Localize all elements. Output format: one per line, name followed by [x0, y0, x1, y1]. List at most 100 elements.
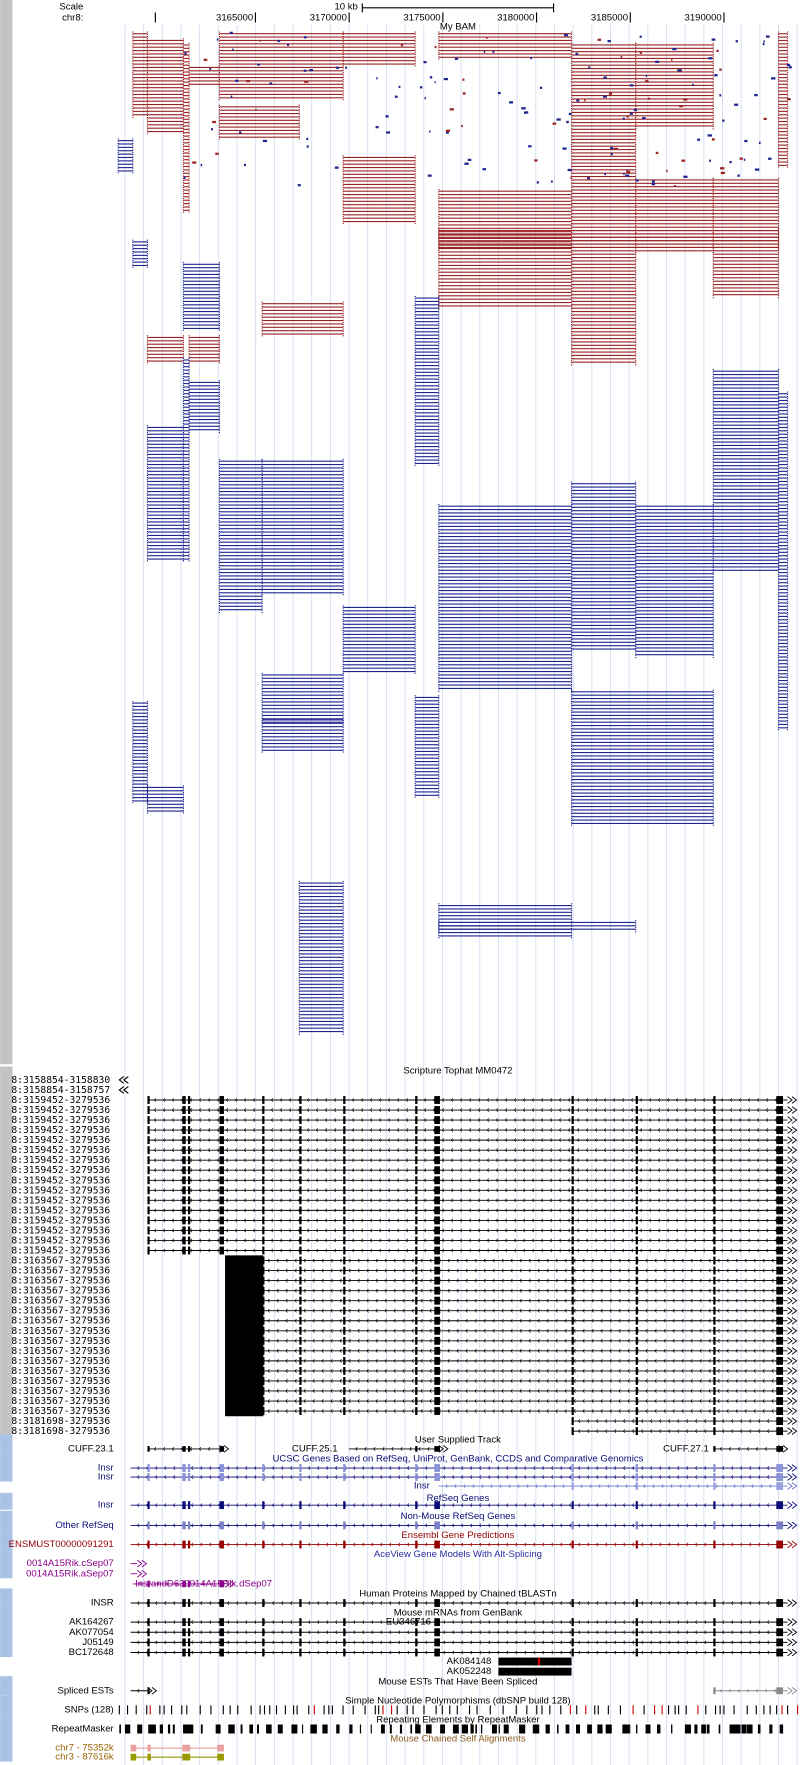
gene-exon: [571, 1286, 574, 1295]
sidebar[interactable]: [0, 1714, 13, 1734]
strand-arrow: [289, 1523, 293, 1528]
transcript-label[interactable]: 8:3159452-3279536: [11, 1185, 110, 1196]
track-title[interactable]: Non-Mouse RefSeq Genes: [401, 1511, 516, 1522]
track-title[interactable]: UCSC Genes Based on RefSeq, UniProt, Gen…: [272, 1454, 643, 1465]
transcript-label[interactable]: 8:3181698-3279536: [11, 1416, 110, 1427]
transcript-label[interactable]: 8:3163567-3279536: [11, 1366, 110, 1377]
transcript-label[interactable]: 8:3163567-3279536: [11, 1306, 110, 1317]
gene-exon: [299, 1366, 302, 1375]
track-title[interactable]: Human Proteins Mapped by Chained tBLASTn: [359, 1589, 556, 1600]
strand-arrow: [726, 1328, 729, 1333]
strand-arrow: [621, 1188, 625, 1193]
strand-arrow: [702, 1098, 706, 1102]
strand-arrow: [280, 1601, 284, 1605]
big-exon: [225, 1325, 264, 1336]
strand-arrow: [513, 1198, 517, 1203]
item-label[interactable]: INSR: [91, 1598, 114, 1609]
sidebar[interactable]: [0, 1453, 13, 1482]
strand-arrow: [226, 1503, 230, 1508]
item-label[interactable]: Insr: [98, 1472, 115, 1483]
strand-arrow: [226, 1475, 230, 1479]
item-label[interactable]: AK077054: [69, 1627, 114, 1638]
transcript-label[interactable]: 8:3163567-3279536: [11, 1326, 110, 1337]
strand-arrow: [459, 1178, 463, 1183]
transcript-label[interactable]: 8:3159452-3279536: [11, 1115, 110, 1126]
item-label[interactable]: Insr: [98, 1463, 115, 1474]
transcript-label[interactable]: 8:3159452-3279536: [11, 1205, 110, 1216]
transcript-label[interactable]: 8:3159452-3279536: [11, 1246, 110, 1257]
strand-arrow: [549, 1228, 553, 1233]
strand-arrow: [675, 1218, 679, 1223]
transcript-label[interactable]: 8:3163567-3279536: [11, 1266, 110, 1277]
sidebar[interactable]: [0, 1434, 13, 1454]
transcript-label[interactable]: 8:3163567-3279536: [11, 1286, 110, 1297]
transcript-label[interactable]: 8:3163567-3279536: [11, 1336, 110, 1347]
strand-arrow: [163, 1466, 167, 1470]
transcript-label[interactable]: 8:3163567-3279536: [11, 1406, 110, 1417]
transcript-label[interactable]: 8:3159452-3279536: [11, 1175, 110, 1186]
transcript-label[interactable]: 8:3159452-3279536: [11, 1135, 110, 1146]
transcript-label[interactable]: 8:3163567-3279536: [11, 1316, 110, 1327]
transcript-label[interactable]: 8:3159452-3279536: [11, 1235, 110, 1246]
strand-arrow: [582, 1389, 585, 1393]
transcript-label[interactable]: 8:3159452-3279536: [11, 1165, 110, 1176]
sidebar[interactable]: [0, 1695, 13, 1715]
item-label[interactable]: Insr: [98, 1500, 115, 1511]
sidebar[interactable]: [0, 1492, 13, 1510]
track-title[interactable]: Mouse mRNAs from GenBank: [394, 1608, 523, 1619]
strand-arrow: [378, 1228, 382, 1233]
item-label[interactable]: CUFF.23.1: [68, 1443, 114, 1454]
item-label[interactable]: Other RefSeq: [55, 1520, 113, 1531]
transcript-label[interactable]: 8:3159452-3279536: [11, 1125, 110, 1136]
sidebar[interactable]: [0, 0, 13, 1065]
strand-arrow: [243, 1128, 247, 1133]
strand-arrow: [276, 1409, 279, 1413]
inline-label[interactable]: CUFF.27.1: [663, 1443, 709, 1454]
sidebar[interactable]: [0, 1733, 13, 1762]
sidebar[interactable]: [0, 1588, 13, 1608]
strand-arrow: [699, 1348, 702, 1353]
track-title[interactable]: AceView Gene Models With Alt-Splicing: [374, 1549, 542, 1560]
sidebar[interactable]: [0, 1066, 13, 1436]
transcript-label[interactable]: 8:3163567-3279536: [11, 1356, 110, 1367]
transcript-label[interactable]: 8:3159452-3279536: [11, 1095, 110, 1106]
transcript-label[interactable]: 8:3163567-3279536: [11, 1296, 110, 1307]
track-title[interactable]: RefSeq Genes: [427, 1493, 490, 1504]
strand-arrow: [738, 1148, 742, 1153]
sidebar[interactable]: [0, 1529, 13, 1550]
track-title[interactable]: User Supplied Track: [415, 1434, 501, 1445]
gene-exon: [635, 1387, 638, 1395]
gene-exon: [571, 1387, 574, 1395]
item-label[interactable]: AK164267: [69, 1617, 114, 1628]
inline-label[interactable]: CUFF.25.1: [292, 1443, 338, 1454]
transcript-label[interactable]: 8:3159452-3279536: [11, 1145, 110, 1156]
transcript-label[interactable]: 8:3159452-3279536: [11, 1225, 110, 1236]
sidebar[interactable]: [0, 1676, 13, 1696]
item-label[interactable]: ENSMUST00000091291: [9, 1539, 114, 1550]
transcript-label[interactable]: 8:3163567-3279536: [11, 1346, 110, 1357]
transcript-label[interactable]: 8:3181698-3279536: [11, 1426, 110, 1437]
transcript-label[interactable]: 8:3158854-3158757: [11, 1085, 110, 1096]
strand-arrow: [465, 1368, 468, 1373]
track-title[interactable]: Ensembl Gene Predictions: [401, 1530, 514, 1541]
item-label[interactable]: 0014A15Rik.cSep07: [27, 1558, 114, 1569]
sidebar[interactable]: [0, 1510, 13, 1530]
transcript-label[interactable]: 8:3159452-3279536: [11, 1105, 110, 1116]
transcript-label[interactable]: 8:3158854-3158830: [11, 1075, 110, 1086]
transcript-label[interactable]: 8:3163567-3279536: [11, 1386, 110, 1397]
transcript-label[interactable]: 8:3159452-3279536: [11, 1195, 110, 1206]
gene-exon: [187, 1246, 191, 1255]
transcript-label[interactable]: 8:3159452-3279536: [11, 1215, 110, 1226]
transcript-label[interactable]: 8:3159452-3279536: [11, 1155, 110, 1166]
sidebar[interactable]: [0, 1549, 13, 1579]
strand-arrow: [604, 1466, 608, 1470]
inline-label[interactable]: Insr: [414, 1481, 431, 1492]
item-label[interactable]: 0014A15Rik.aSep07: [26, 1568, 114, 1579]
transcript-label[interactable]: 8:3163567-3279536: [11, 1276, 110, 1287]
strand-arrow: [649, 1523, 653, 1528]
sidebar[interactable]: [0, 1607, 13, 1658]
strand-arrow: [600, 1338, 603, 1343]
transcript-label[interactable]: 8:3163567-3279536: [11, 1396, 110, 1407]
transcript-label[interactable]: 8:3163567-3279536: [11, 1256, 110, 1267]
transcript-label[interactable]: 8:3163567-3279536: [11, 1376, 110, 1387]
